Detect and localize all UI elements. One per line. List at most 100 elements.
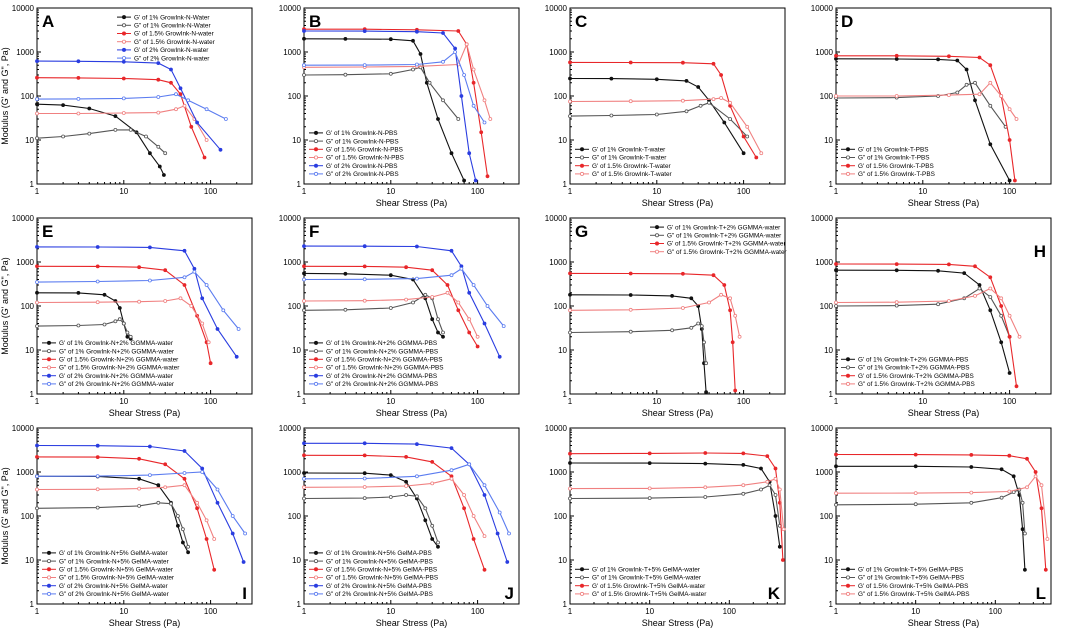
x-tick-label: 100 [737,187,751,196]
data-point [475,344,480,349]
data-point [977,92,982,97]
legend-marker [47,381,52,386]
series-line [303,494,439,543]
data-point [137,299,142,304]
y-axis-label: Modulus (G' and G", Pa) [0,257,10,354]
data-point [121,76,126,81]
legend-entry: G' of 1.5% GrowInk-T-water [592,163,672,170]
x-tick-label: 10 [652,187,661,196]
data-point [302,63,306,68]
data-point [702,340,706,345]
legend-marker [846,591,851,596]
data-point [773,466,778,471]
data-point [362,496,367,501]
data-point [163,151,168,156]
y-tick-label: 100 [820,512,834,521]
data-point [501,324,506,329]
data-point [1045,537,1050,541]
panel-f: 1 10 100 1000 10000 1 10 100 Shear Stress (Pa) G'… [279,214,520,418]
data-point [453,50,458,54]
data-point [169,67,173,72]
legend-entry: G" of 1.5% GrowInk-N-PBS [326,155,404,162]
legend-marker [122,23,127,28]
data-point [505,560,510,564]
legend-entry: G" of 2% GrowInk-N+5% GelMA-PBS [326,591,433,598]
data-point [765,479,770,484]
data-point [947,262,951,267]
data-point [302,441,306,446]
data-point [343,72,348,77]
data-point [955,58,960,63]
x-tick-label: 100 [1003,397,1017,406]
data-point [147,245,152,250]
legend-marker [580,575,585,580]
series-line [303,245,501,358]
data-point [441,59,445,64]
data-point [137,456,142,461]
data-point [473,178,478,183]
data-point [441,31,445,35]
data-point [767,483,772,488]
legend-entry: G" of 1.5% GrowInk-N+2% GGMMA-water [59,365,180,372]
data-point [35,102,39,107]
legend-entry: G' of 2% GrowInk-N-PBS [326,163,398,170]
data-point [35,75,39,80]
series-line [36,484,215,540]
legend-entry: G' of 1.5% GrowInk-N-water [134,31,215,38]
data-point [773,476,778,481]
series-line [303,454,486,570]
x-tick-label: 10 [645,607,654,616]
data-point [988,63,993,68]
legend-entry: G" of 2% GrowInk-N+2% GGMMA-PBS [326,381,438,388]
data-point [362,244,367,249]
data-point [485,174,490,179]
x-axis-label: Shear Stress (Pa) [642,618,714,628]
data-point [430,295,435,299]
data-point [362,264,367,269]
data-point [87,106,92,111]
data-point [215,487,220,492]
data-point [302,485,306,490]
data-point [147,444,152,449]
data-point [1025,485,1029,490]
legend-entry: G" of 1.5% GrowInk-N+2% GGMMA-PBS [326,365,444,372]
panel-label: J [505,584,514,603]
panel-k: 1 10 100 1000 10000 1 10 100 Shear Stress (Pa) G'… [545,424,786,628]
x-axis-label: Shear Stress (Pa) [376,198,448,208]
legend-marker [580,583,585,588]
data-point [302,496,306,501]
data-point [1007,453,1012,458]
data-point [1023,531,1027,536]
legend-marker [122,39,127,44]
series-line [303,30,477,181]
legend-marker [122,15,127,20]
y-tick-label: 10 [25,556,34,565]
data-point [156,77,161,82]
legend-marker [47,340,52,345]
legend-entry: G" of 1% GrowInk-N+5% GelMA-PBS [326,558,433,565]
data-point [485,304,490,308]
x-tick-label: 10 [119,397,128,406]
data-point [703,451,708,455]
data-point [302,471,306,475]
panel-h: 1 10 100 1000 10000 1 10 100 Shear Stress (Pa) G'… [811,214,1052,418]
y-tick-label: 1 [297,180,302,189]
data-point [362,63,367,67]
legend-marker [313,381,318,386]
data-point [343,37,348,41]
legend-entry: G' of 1% GrowInk-N-Water [134,14,210,21]
data-point [87,131,92,136]
data-point [781,527,786,532]
legend-marker [313,340,318,345]
y-tick-label: 1 [563,390,568,399]
y-tick-label: 1 [829,600,834,609]
y-tick-label: 10000 [12,214,35,223]
data-point [482,321,487,326]
data-point [973,80,977,85]
data-point [95,474,100,479]
data-point [35,111,39,116]
legend-marker [580,591,585,596]
x-tick-label: 10 [386,397,395,406]
legend-entry: G" of 1% GrowInk-N+5% GelMA-water [59,558,170,565]
x-tick-label: 100 [204,397,218,406]
